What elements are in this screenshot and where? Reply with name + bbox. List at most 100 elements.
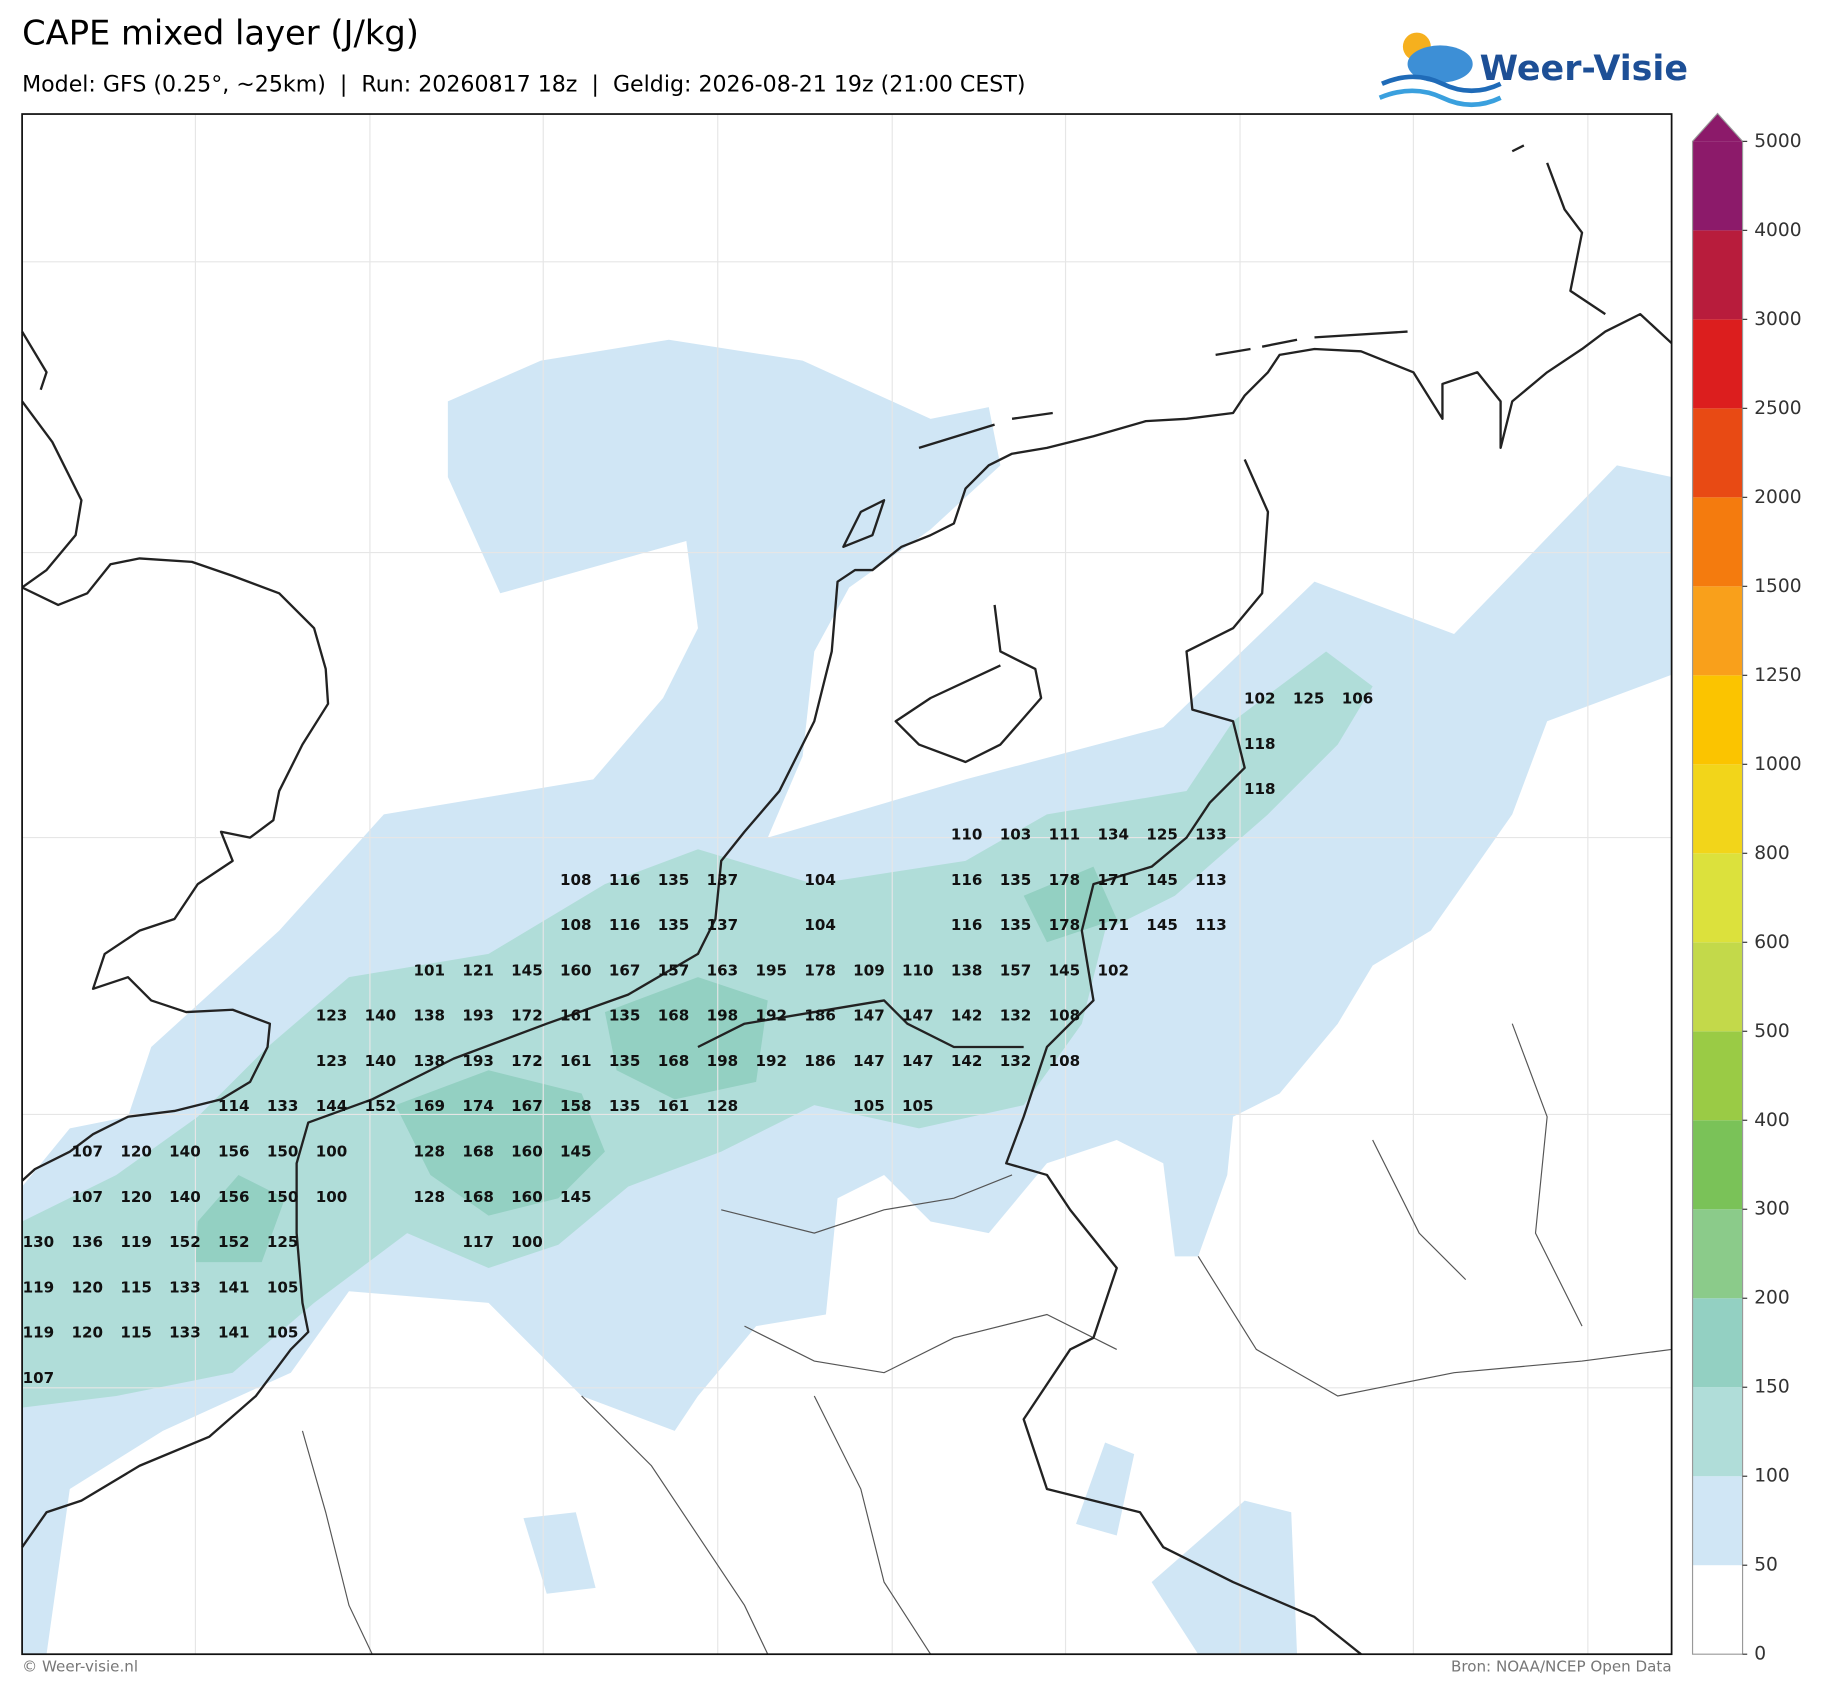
cape-value-label: 161 [658, 1097, 690, 1115]
cape-value-label: 116 [609, 916, 641, 934]
cape-value-label: 192 [755, 1007, 787, 1025]
colorbar-tick-label: 0 [1754, 1644, 1766, 1665]
cape-value-label: 114 [218, 1097, 250, 1115]
cape-value-label: 118 [1244, 735, 1276, 753]
cape-value-label: 141 [218, 1324, 250, 1342]
colorbar-band [1692, 1387, 1743, 1477]
cape-value-label: 192 [755, 1052, 787, 1070]
cape-value-label: 150 [267, 1188, 299, 1206]
cape-value-label: 178 [1049, 871, 1081, 889]
cape-value-label: 138 [413, 1052, 445, 1070]
colorbar: 0 50 100 150 200 300 400 500 600 800 1000 1250 1500 2… [1691, 112, 1802, 1665]
footer-credit: © Weer-visie.nl [22, 1658, 138, 1676]
cape-value-label: 193 [462, 1052, 494, 1070]
cape-value-label: 145 [511, 961, 543, 979]
map-frame [21, 113, 1673, 1656]
cape-value-label: 152 [169, 1233, 201, 1251]
cape-area-low [523, 1512, 596, 1594]
cape-value-label: 147 [902, 1052, 934, 1070]
cape-value-label: 137 [707, 871, 739, 889]
cape-value-label: 110 [951, 826, 983, 844]
cape-value-label: 130 [23, 1233, 55, 1251]
cape-value-label: 104 [804, 871, 836, 889]
cape-value-label: 186 [804, 1052, 836, 1070]
subtitle: Model: GFS (0.25°, ~25km) | Run: 2026081… [22, 71, 1025, 97]
cape-value-label: 108 [560, 916, 592, 934]
cape-value-label: 119 [23, 1278, 55, 1296]
cape-value-label: 133 [169, 1324, 201, 1342]
colorbar-band [1692, 1120, 1743, 1210]
logo-icon [1378, 32, 1502, 108]
colorbar-tick-label: 300 [1754, 1199, 1790, 1220]
cape-value-label: 137 [707, 916, 739, 934]
cape-value-label: 125 [1146, 826, 1178, 844]
cape-value-label: 158 [560, 1097, 592, 1115]
colorbar-band [1692, 408, 1743, 498]
cape-area-high [195, 1174, 285, 1263]
cape-value-label: 115 [120, 1324, 152, 1342]
cape-value-label: 133 [1195, 826, 1227, 844]
cape-value-label: 147 [853, 1052, 885, 1070]
cape-value-label: 108 [1049, 1007, 1081, 1025]
colorbar-tick-label: 600 [1754, 932, 1790, 953]
cape-value-label: 160 [511, 1143, 543, 1161]
cape-value-label: 167 [609, 961, 641, 979]
colorbar-band [1692, 764, 1743, 854]
cape-value-label: 168 [658, 1052, 690, 1070]
colorbar-band [1692, 586, 1743, 676]
colorbar-tick-label: 400 [1754, 1110, 1790, 1131]
cape-value-label: 178 [804, 961, 836, 979]
colorbar-tick-label: 2000 [1754, 487, 1801, 508]
cape-value-label: 147 [853, 1007, 885, 1025]
colorbar-band [1692, 675, 1743, 765]
cape-value-label: 178 [1049, 916, 1081, 934]
colorbar-tick-label: 500 [1754, 1021, 1790, 1042]
cape-value-label: 142 [951, 1007, 983, 1025]
cape-value-label: 144 [316, 1097, 348, 1115]
cape-value-label: 132 [1000, 1052, 1032, 1070]
cape-value-label: 138 [413, 1007, 445, 1025]
cape-value-label: 142 [951, 1052, 983, 1070]
cape-value-label: 118 [1244, 780, 1276, 798]
cape-value-label: 103 [1000, 826, 1032, 844]
cape-value-label: 135 [658, 916, 690, 934]
cape-value-label: 147 [902, 1007, 934, 1025]
cape-value-label: 168 [658, 1007, 690, 1025]
colorbar-tick-label: 150 [1754, 1377, 1790, 1398]
cape-value-label: 100 [511, 1233, 543, 1251]
colorbar-extend [1692, 113, 1743, 142]
cape-value-label: 161 [560, 1007, 592, 1025]
cape-value-label: 102 [1097, 961, 1129, 979]
cape-value-label: 135 [609, 1007, 641, 1025]
cape-value-label: 186 [804, 1007, 836, 1025]
cape-value-label: 140 [365, 1052, 397, 1070]
cape-value-label: 140 [365, 1007, 397, 1025]
colorbar-band [1692, 497, 1743, 587]
cape-value-label: 171 [1097, 916, 1129, 934]
cape-value-label: 145 [1049, 961, 1081, 979]
cape-value-label: 113 [1195, 871, 1227, 889]
cape-value-label: 116 [951, 871, 983, 889]
cape-value-label: 145 [1146, 871, 1178, 889]
cape-value-label: 106 [1342, 690, 1374, 708]
cape-value-label: 160 [560, 961, 592, 979]
cape-value-label: 104 [804, 916, 836, 934]
cape-value-label: 101 [413, 961, 445, 979]
cape-value-label: 135 [609, 1052, 641, 1070]
cape-value-label: 116 [951, 916, 983, 934]
cape-value-label: 123 [316, 1007, 348, 1025]
cape-value-label: 119 [23, 1324, 55, 1342]
cape-value-label: 136 [71, 1233, 103, 1251]
cape-area-high [604, 977, 768, 1100]
cape-value-label: 102 [1244, 690, 1276, 708]
colorbar-tick-label: 5000 [1754, 131, 1801, 152]
cape-value-label: 128 [413, 1143, 445, 1161]
cape-value-label: 168 [462, 1143, 494, 1161]
cape-value-label: 120 [120, 1143, 152, 1161]
colorbar-tick-label: 1250 [1754, 665, 1801, 686]
colorbar-band [1692, 1476, 1743, 1566]
title: CAPE mixed layer (J/kg) [22, 13, 419, 52]
cape-value-label: 111 [1049, 826, 1081, 844]
